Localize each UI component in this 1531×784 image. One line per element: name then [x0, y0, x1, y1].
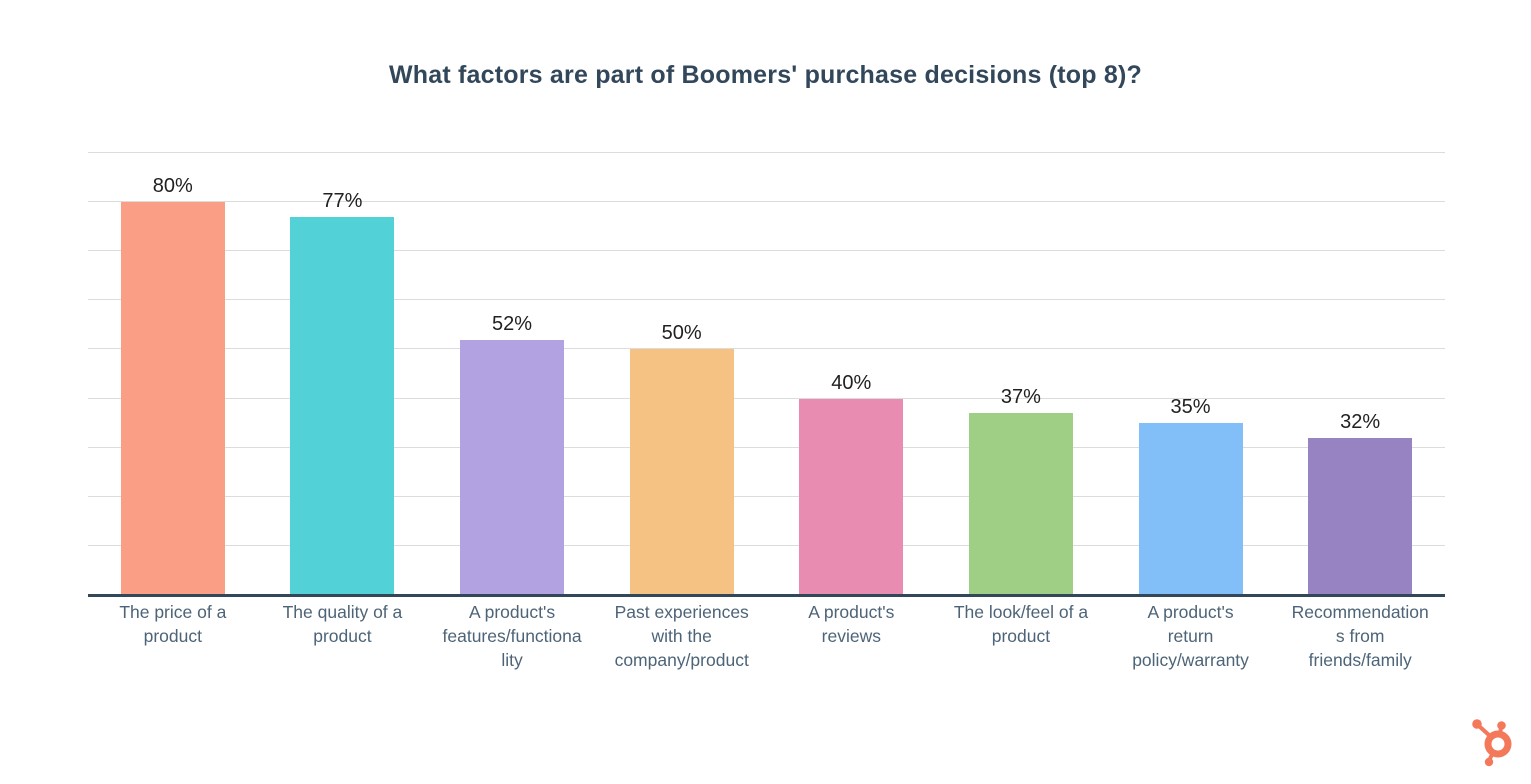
bar-column-2: 77%	[258, 153, 428, 595]
category-axis-labels: The price of a product The quality of a p…	[88, 600, 1445, 672]
category-label-3: A product's features/functiona lity	[442, 602, 582, 670]
bar-value-label: 40%	[831, 371, 872, 394]
bar-value-label: 80%	[152, 175, 193, 198]
bar-column-1: 80%	[88, 153, 258, 595]
plot-area: 80% 77% 52% 50% 40% 37% 35% 32%	[88, 152, 1445, 597]
category-label-5: A product's reviews	[808, 602, 895, 646]
bar-value-label: 32%	[1340, 410, 1381, 433]
bar-column-4: 50%	[597, 153, 767, 595]
gridline-10	[88, 544, 1445, 546]
gridline-30	[88, 446, 1445, 448]
category-label-7: A product's return policy/warranty	[1132, 602, 1249, 670]
gridline-50	[88, 348, 1445, 350]
chart-title: What factors are part of Boomers' purcha…	[388, 61, 1142, 89]
bar-value-label: 77%	[322, 189, 363, 212]
category-label-8: Recommendation s from friends/family	[1291, 602, 1429, 670]
bar-column-3: 52%	[427, 153, 597, 595]
bar-8	[1308, 437, 1413, 595]
bar-7	[1138, 423, 1243, 595]
bar-2	[290, 216, 395, 595]
x-axis-baseline	[88, 594, 1445, 597]
gridline-60	[88, 299, 1445, 301]
gridline-70	[88, 250, 1445, 252]
bars-row: 80% 77% 52% 50% 40% 37% 35% 32%	[88, 153, 1445, 595]
bar-value-label: 52%	[492, 312, 533, 335]
hubspot-logo-icon	[1470, 713, 1520, 769]
gridline-40	[88, 397, 1445, 399]
bar-6	[968, 413, 1073, 595]
bar-5	[799, 398, 904, 595]
bar-4	[629, 349, 734, 595]
gridline-80	[88, 201, 1445, 203]
bar-column-8: 32%	[1275, 153, 1445, 595]
bar-column-5: 40%	[767, 153, 937, 595]
gridline-20	[88, 495, 1445, 497]
bar-value-label: 37%	[1000, 386, 1041, 409]
bar-1	[120, 202, 225, 595]
hubspot-sprocket-icon	[1472, 719, 1512, 767]
bar-value-label: 35%	[1170, 396, 1211, 419]
category-label-1: The price of a product	[119, 602, 227, 646]
bar-3	[460, 339, 565, 595]
gridline-90	[88, 152, 1445, 153]
bar-value-label: 50%	[661, 322, 702, 345]
category-label-6: The look/feel of a product	[953, 602, 1089, 646]
bar-column-6: 37%	[936, 153, 1106, 595]
category-label-2: The quality of a product	[282, 602, 403, 646]
category-label-4: Past experiences with the company/produc…	[614, 602, 749, 670]
bar-column-7: 35%	[1106, 153, 1276, 595]
